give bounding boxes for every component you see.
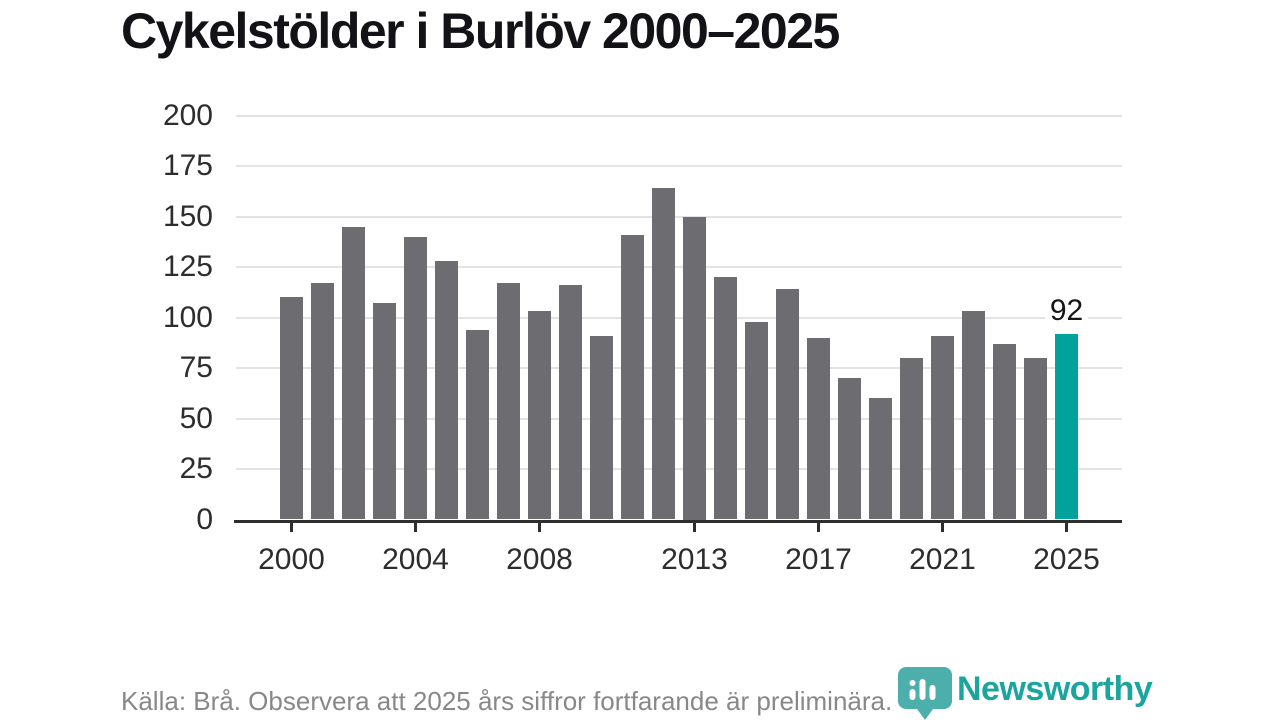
x-axis-tick-2017: [817, 522, 820, 532]
y-axis-tick-label: 150: [162, 199, 213, 233]
y-axis-tick-label: 125: [162, 250, 213, 283]
bar-2016: [776, 289, 799, 520]
x-axis-tick-label: 2013: [661, 543, 728, 576]
y-axis-tick-label: 75: [179, 351, 213, 384]
x-axis-line: [234, 519, 1122, 523]
bar-2019: [869, 398, 892, 520]
source-note: Källa: Brå. Observera att 2025 års siffr…: [121, 686, 893, 716]
x-axis-tick-2008: [538, 522, 541, 532]
bar-2012: [652, 188, 675, 520]
y-axis-tick-label: 25: [179, 452, 213, 485]
gridline-25: [236, 468, 1122, 470]
bar-2000: [280, 297, 303, 520]
x-axis-tick-label: 2004: [382, 543, 449, 576]
x-axis-tick-label: 2021: [909, 543, 976, 576]
bar-2022: [962, 311, 985, 520]
x-axis-tick-label: 2008: [506, 543, 573, 576]
bar-2020: [900, 357, 923, 520]
bar-2002: [342, 226, 365, 520]
bar-2010: [590, 335, 613, 520]
x-axis-tick-2000: [290, 522, 293, 532]
x-axis-tick-2013: [693, 522, 696, 532]
bar-2005: [435, 260, 458, 520]
gridline-200: [236, 114, 1122, 117]
x-axis-tick-2025: [1065, 522, 1068, 532]
bar-2011: [621, 234, 644, 520]
y-axis-tick-label: 200: [162, 98, 213, 132]
bar-2015: [745, 321, 768, 520]
bar-2024: [1024, 357, 1047, 520]
x-axis-tick-label: 2017: [785, 543, 852, 576]
bar-2021: [931, 335, 954, 520]
x-axis-tick-2004: [414, 522, 417, 532]
highlight-value-label: 92: [1022, 293, 1112, 328]
newsworthy-pin-barchart-icon: [898, 667, 952, 720]
bar-2018: [838, 378, 861, 520]
gridline-125: [236, 266, 1122, 268]
bar-2017: [807, 337, 830, 520]
newsworthy-logo: Newsworthy: [897, 666, 1163, 720]
bar-2009: [559, 285, 582, 520]
gridline-100: [236, 316, 1122, 319]
y-axis-tick-label: 0: [196, 502, 213, 536]
x-axis-tick-2021: [941, 522, 944, 532]
bar-2001: [311, 283, 334, 520]
bar-2006: [466, 329, 489, 520]
bar-2003: [373, 303, 396, 520]
gridline-175: [236, 165, 1122, 167]
bar-2025: [1055, 333, 1078, 520]
x-axis-tick-label: 2025: [1033, 543, 1100, 576]
newsworthy-wordmark: Newsworthy: [957, 670, 1153, 708]
bar-2004: [404, 236, 427, 520]
gridline-50: [236, 417, 1122, 420]
y-axis-tick-label: 50: [179, 401, 213, 435]
bar-2007: [497, 283, 520, 520]
bar-2023: [993, 343, 1016, 520]
gridline-75: [236, 367, 1122, 369]
bar-2014: [714, 277, 737, 520]
y-axis-tick-label: 100: [162, 300, 213, 334]
bar-2013: [683, 216, 706, 520]
x-axis-tick-label: 2000: [258, 543, 325, 576]
gridline-150: [236, 215, 1122, 218]
page-title: Cykelstölder i Burlöv 2000–2025: [121, 3, 840, 59]
y-axis-tick-label: 175: [162, 149, 213, 182]
bar-2008: [528, 311, 551, 520]
